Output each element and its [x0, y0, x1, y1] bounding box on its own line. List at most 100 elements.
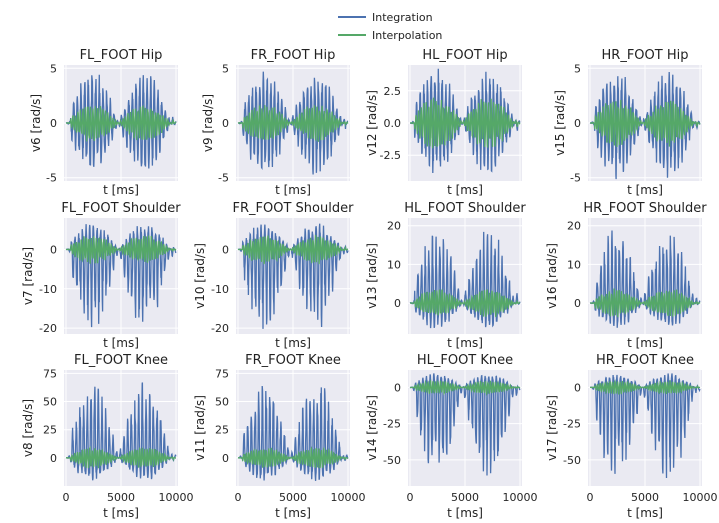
y-tick-label: -50	[563, 454, 581, 467]
series-line-interpolation	[410, 289, 521, 318]
y-tick-label: 0	[222, 117, 229, 130]
y-tick-label: -20	[39, 322, 57, 335]
y-tick-label: 75	[43, 367, 57, 380]
series-line-interpolation	[238, 446, 349, 469]
x-tick-label: 5000	[631, 491, 659, 504]
y-tick-label: 5	[574, 62, 581, 75]
subplot-3: -2.5 0.0 2.5 HL_FOOT Hip t [ms] v12 [rad/s]	[365, 48, 522, 197]
series-line-interpolation	[66, 105, 177, 142]
y-tick-label: -20	[211, 322, 229, 335]
series-line-integration	[237, 71, 349, 175]
y-axis-label: v8 [rad/s]	[21, 399, 35, 457]
subplot-6: -20 -10 0 FR_FOOT Shoulder t [ms] v10 [rad/s]	[193, 201, 354, 350]
x-axis-label: t [ms]	[103, 506, 139, 520]
y-tick-label: 0.0	[384, 117, 402, 130]
y-tick-label: 5	[50, 62, 57, 75]
subplot-10: 0 25 50 75 0 5000 10000 FR_FOOT Knee t [ms] v11 […	[193, 353, 366, 520]
x-axis-label: t [ms]	[275, 336, 311, 350]
y-tick-label: -50	[383, 454, 401, 467]
series-line-integration	[409, 373, 521, 476]
y-axis-label: v17 [rad/s]	[545, 395, 559, 461]
y-axis-label: v11 [rad/s]	[193, 395, 207, 461]
series-line-integration	[590, 373, 701, 479]
y-axis-label: v16 [rad/s]	[545, 243, 559, 309]
series-line-interpolation	[65, 235, 177, 264]
x-axis-label: t [ms]	[275, 506, 311, 520]
series-line-integration	[65, 224, 177, 328]
series-line-integration	[237, 223, 349, 329]
series-line-integration	[65, 74, 177, 169]
x-tick-label: 0	[587, 491, 594, 504]
x-tick-label: 5000	[279, 491, 307, 504]
y-tick-label: 0	[222, 452, 229, 465]
x-tick-label: 10000	[503, 491, 538, 504]
subplot-title: HL_FOOT Knee	[417, 353, 513, 368]
y-tick-label: -25	[383, 418, 401, 431]
x-axis-label: t [ms]	[447, 506, 483, 520]
series-line-integration	[237, 385, 349, 481]
subplot-title: HL_FOOT Hip	[422, 48, 507, 63]
y-axis-label: v13 [rad/s]	[365, 243, 379, 309]
subplot-title: FR_FOOT Knee	[245, 353, 341, 368]
y-tick-label: 10	[387, 258, 401, 271]
subplot-1: -5 0 5 FL_FOOT Hip t [ms] v6 [rad/s]	[29, 48, 178, 197]
x-axis-label: t [ms]	[627, 336, 663, 350]
subplot-title: FL_FOOT Knee	[74, 353, 168, 368]
subplot-9: 0 25 50 75 0 5000 10000 FL_FOOT Knee t [ms] v8 [r…	[21, 353, 194, 520]
y-axis-label: v7 [rad/s]	[21, 247, 35, 305]
x-axis-label: t [ms]	[627, 506, 663, 520]
subplot-title: FL_FOOT Shoulder	[61, 201, 181, 216]
y-tick-label: -2.5	[380, 149, 401, 162]
y-tick-label: -5	[46, 172, 57, 185]
y-tick-label: 50	[215, 396, 229, 409]
y-tick-label: 10	[567, 258, 581, 271]
x-axis-label: t [ms]	[627, 183, 663, 197]
y-axis-label: v12 [rad/s]	[365, 90, 379, 156]
x-tick-label: 0	[407, 491, 414, 504]
series-line-interpolation	[65, 445, 177, 469]
subplot-title: HR_FOOT Hip	[602, 48, 689, 63]
subplot-12: 0 -25 -50 0 5000 10000 HR_FOOT Knee t [ms] v17 […	[545, 353, 718, 520]
x-tick-label: 5000	[107, 491, 135, 504]
series-line-integration	[589, 230, 701, 328]
y-tick-label: 20	[387, 220, 401, 233]
series-line-interpolation	[410, 379, 521, 396]
series-line-integration	[589, 71, 701, 180]
legend-label-integration: Integration	[372, 11, 433, 24]
y-axis-label: v15 [rad/s]	[553, 90, 567, 156]
series-line-interpolation	[590, 379, 701, 395]
y-tick-label: 0	[50, 243, 57, 256]
subplot-title: FR_FOOT Shoulder	[233, 201, 355, 216]
series-line-integration	[409, 231, 521, 329]
y-tick-label: 0	[574, 117, 581, 130]
y-axis-label: v6 [rad/s]	[29, 94, 43, 152]
y-tick-label: 2.5	[384, 85, 402, 98]
y-axis-label: v14 [rad/s]	[365, 395, 379, 461]
series-line-integration	[66, 382, 177, 481]
x-axis-label: t [ms]	[275, 183, 311, 197]
x-axis-label: t [ms]	[447, 336, 483, 350]
y-tick-label: -10	[39, 283, 57, 296]
y-axis-label: v10 [rad/s]	[193, 243, 207, 309]
y-tick-label: 0	[50, 117, 57, 130]
y-tick-label: 25	[43, 424, 57, 437]
subplot-title: HL_FOOT Shoulder	[404, 201, 526, 216]
x-tick-label: 0	[235, 491, 242, 504]
x-tick-label: 10000	[331, 491, 366, 504]
x-tick-label: 10000	[159, 491, 194, 504]
y-tick-label: 50	[43, 396, 57, 409]
subplot-title: HR_FOOT Knee	[596, 353, 694, 368]
series-line-interpolation	[590, 99, 701, 148]
y-axis-label: v9 [rad/s]	[201, 94, 215, 152]
series-line-interpolation	[238, 103, 349, 142]
y-tick-label: -5	[218, 172, 229, 185]
x-axis-label: t [ms]	[103, 183, 139, 197]
y-tick-label: -5	[570, 172, 581, 185]
subplot-2: -5 0 5 FR_FOOT Hip t [ms] v9 [rad/s]	[201, 48, 350, 197]
subplot-11: 0 -25 -50 0 5000 10000 HL_FOOT Knee t [ms] v14 […	[365, 353, 538, 520]
series-line-interpolation	[410, 97, 521, 149]
y-tick-label: 25	[215, 424, 229, 437]
x-axis-label: t [ms]	[447, 183, 483, 197]
